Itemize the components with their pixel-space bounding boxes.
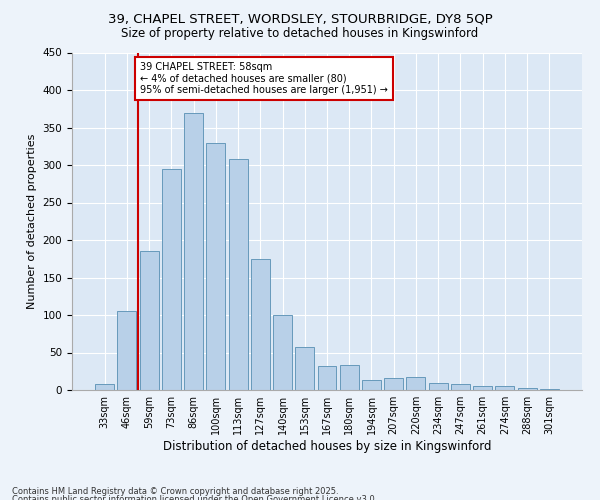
Bar [317,366,337,390]
Bar [184,112,203,390]
Bar [295,346,314,390]
Bar [451,384,470,390]
Bar [251,259,270,390]
Bar [118,311,136,390]
Bar [473,386,492,390]
Bar [229,159,248,390]
Bar [429,382,448,390]
Text: 39, CHAPEL STREET, WORDSLEY, STOURBRIDGE, DY8 5QP: 39, CHAPEL STREET, WORDSLEY, STOURBRIDGE… [107,12,493,26]
Text: Size of property relative to detached houses in Kingswinford: Size of property relative to detached ho… [121,28,479,40]
Bar [206,142,225,390]
Bar [362,380,381,390]
Bar [95,384,114,390]
Bar [162,169,181,390]
Bar [140,251,158,390]
Text: 39 CHAPEL STREET: 58sqm
← 4% of detached houses are smaller (80)
95% of semi-det: 39 CHAPEL STREET: 58sqm ← 4% of detached… [140,62,388,96]
Bar [273,315,292,390]
Bar [496,386,514,390]
Bar [540,388,559,390]
Bar [406,376,425,390]
Bar [384,378,403,390]
Bar [340,365,359,390]
Text: Contains HM Land Registry data © Crown copyright and database right 2025.: Contains HM Land Registry data © Crown c… [12,488,338,496]
X-axis label: Distribution of detached houses by size in Kingswinford: Distribution of detached houses by size … [163,440,491,453]
Bar [518,388,536,390]
Y-axis label: Number of detached properties: Number of detached properties [27,134,37,309]
Text: Contains public sector information licensed under the Open Government Licence v3: Contains public sector information licen… [12,495,377,500]
